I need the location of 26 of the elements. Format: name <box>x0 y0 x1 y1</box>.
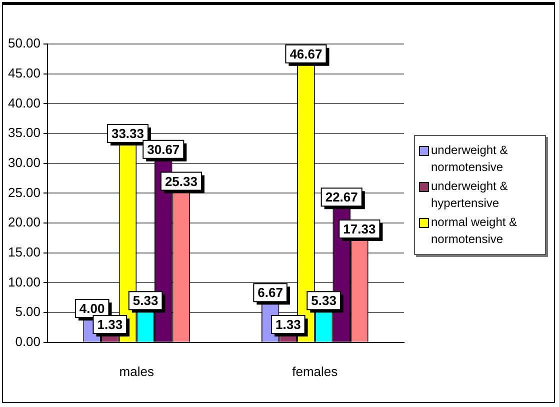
x-tick-label: females <box>292 364 338 379</box>
legend-label: normal weight & normotensive <box>431 214 518 248</box>
y-tick-label: 50.00 <box>8 36 41 51</box>
y-tick-label: 40.00 <box>8 95 41 110</box>
data-label: 17.33 <box>343 222 376 237</box>
y-tick-label: 25.00 <box>8 184 41 200</box>
y-tick-label: 45.00 <box>8 65 41 80</box>
data-label: 22.67 <box>325 190 358 205</box>
data-label: 5.33 <box>132 293 158 308</box>
data-label: 46.67 <box>290 46 322 62</box>
data-label: 30.67 <box>147 142 180 157</box>
data-label: 6.67 <box>258 285 283 300</box>
y-tick-label: 35.00 <box>8 125 41 140</box>
x-tick-label: males <box>119 364 154 379</box>
data-label: 1.33 <box>97 317 123 332</box>
y-tick-label: 10.00 <box>8 274 41 290</box>
y-tick-label: 0.00 <box>15 334 41 349</box>
y-tick-label: 20.00 <box>8 214 41 230</box>
data-label: 33.33 <box>111 126 144 142</box>
data-label: 4.00 <box>79 301 105 316</box>
y-tick-label: 5.00 <box>15 304 41 320</box>
y-tick-label: 30.00 <box>8 154 41 170</box>
data-label: 1.33 <box>275 317 301 332</box>
data-label: 25.33 <box>164 174 198 189</box>
data-label: 5.33 <box>311 293 336 308</box>
y-tick-label: 15.00 <box>8 244 41 260</box>
